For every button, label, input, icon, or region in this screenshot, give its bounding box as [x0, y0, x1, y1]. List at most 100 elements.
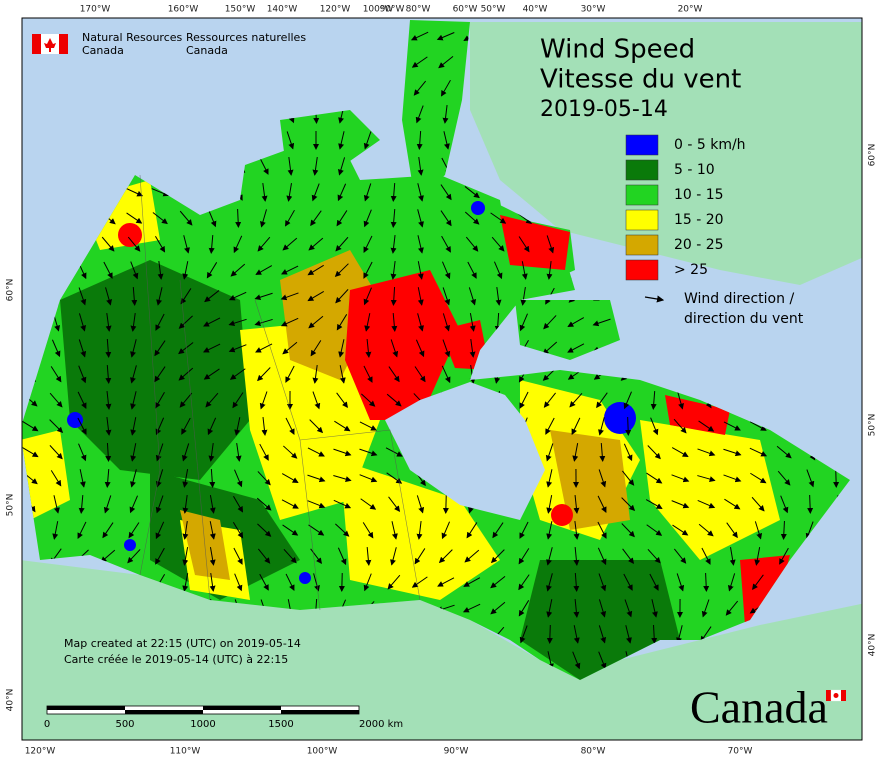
- wind-arrow: [308, 315, 324, 329]
- legend-swatch: [625, 184, 659, 206]
- wind-arrow: [598, 651, 607, 670]
- scale-labels: 0 500 1000 1500 2000 km: [44, 719, 403, 730]
- wind-arrow: [337, 157, 346, 176]
- arrow-swatch: [644, 295, 665, 303]
- wind-arrow: [490, 601, 506, 615]
- wind-arrow: [154, 340, 166, 357]
- wordmark: Canada: [690, 682, 846, 733]
- wind-arrow: [388, 366, 400, 383]
- wind-arrow: [155, 391, 165, 409]
- legend-swatch: [625, 159, 659, 181]
- wind-arrow: [234, 469, 243, 488]
- wind-arrow: [182, 469, 189, 488]
- wind-arrow: [777, 470, 791, 486]
- wind-arrow: [414, 366, 426, 383]
- legend-label: 5 - 10: [674, 162, 715, 178]
- wind-arrow: [203, 317, 221, 327]
- wind-arrow: [182, 547, 189, 566]
- wind-arrow: [671, 474, 690, 483]
- wind-arrow: [518, 600, 530, 617]
- wind-arrow: [363, 573, 372, 592]
- wind-arrow: [519, 625, 528, 644]
- lon-label: 160°W: [168, 5, 199, 15]
- wind-arrow: [469, 339, 476, 358]
- wind-arrow: [598, 417, 605, 436]
- wind-arrow: [592, 318, 611, 327]
- wind-arrow: [413, 80, 427, 96]
- wind-arrow: [151, 188, 170, 197]
- scale-segment: [281, 710, 359, 714]
- wind-arrow: [621, 497, 636, 512]
- wind-arrow: [285, 209, 295, 227]
- wind-arrow: [440, 210, 452, 227]
- wind-arrow: [335, 289, 349, 304]
- wind-arrow: [105, 313, 112, 332]
- lon-label: 60°W: [453, 5, 478, 15]
- wind-arrow: [130, 261, 139, 280]
- wind-arrow: [417, 209, 424, 228]
- wind-arrow: [598, 469, 607, 488]
- wind-arrow: [49, 445, 63, 460]
- wind-arrow: [363, 209, 372, 228]
- wind-arrow: [672, 524, 689, 536]
- wind-arrow: [52, 521, 59, 540]
- note: Map created at 22:15 (UTC) on 2019-05-14: [64, 637, 301, 650]
- wind-arrow: [438, 549, 453, 564]
- wind-arrow: [437, 577, 455, 587]
- wind-arrow: [362, 522, 374, 539]
- wind-arrow: [567, 317, 585, 327]
- wind-arrow: [363, 287, 372, 306]
- wind-arrow: [179, 392, 193, 408]
- wind-arrow: [442, 494, 449, 514]
- wind-arrow: [234, 573, 243, 592]
- wind-arrow: [490, 549, 505, 564]
- wind-arrow: [105, 442, 112, 462]
- hudson-bay: [385, 382, 545, 520]
- wind-arrow: [390, 182, 397, 202]
- wind-arrow: [467, 261, 477, 279]
- wind-arrow: [282, 341, 298, 355]
- wind-arrow: [650, 417, 659, 436]
- wind-arrow: [649, 573, 659, 591]
- maple-leaf: [44, 38, 56, 52]
- wind-arrow: [806, 469, 815, 488]
- lon-label: 40°W: [523, 5, 548, 15]
- wind-arrow: [209, 495, 216, 514]
- wind-arrow: [546, 495, 553, 514]
- wind-arrow: [259, 391, 268, 410]
- wind-arrow: [261, 416, 268, 436]
- wind-arrow: [78, 313, 87, 332]
- lon-label: 90°W: [380, 5, 405, 15]
- scale-label: 1500: [268, 719, 293, 730]
- wind-arrow: [597, 521, 607, 539]
- wind-arrow: [183, 235, 190, 254]
- wind-arrow: [363, 131, 372, 150]
- lon-label: 140°W: [267, 5, 298, 15]
- wind-arrow: [152, 212, 168, 225]
- wind-arrow: [359, 448, 378, 457]
- wind-arrow: [257, 471, 271, 486]
- wind-arrow: [282, 237, 298, 251]
- wind-arrow: [285, 573, 295, 591]
- wind-arrow: [723, 474, 742, 483]
- wind-arrow: [310, 340, 322, 357]
- wind-arrow: [203, 368, 220, 380]
- wind-arrow: [442, 339, 451, 358]
- wind-arrow: [493, 261, 503, 280]
- wind-arrow: [464, 549, 480, 563]
- maple-leaf: [833, 693, 839, 698]
- lat-label: 50°N: [868, 414, 878, 437]
- wind-arrow: [49, 392, 63, 408]
- wind-arrow: [698, 523, 714, 537]
- wind-arrow: [673, 548, 687, 564]
- wind-arrow: [334, 420, 351, 432]
- arrow-label: Wind direction /: [684, 291, 794, 307]
- wind-arrow: [208, 234, 215, 254]
- title: Vitesse du vent: [540, 65, 741, 95]
- wind-arrow: [310, 210, 322, 227]
- wind-arrow: [676, 573, 685, 592]
- wind-arrow: [598, 625, 607, 644]
- wind-arrow: [416, 495, 425, 514]
- wind-arrow: [228, 291, 247, 301]
- wind-arrow: [754, 547, 761, 566]
